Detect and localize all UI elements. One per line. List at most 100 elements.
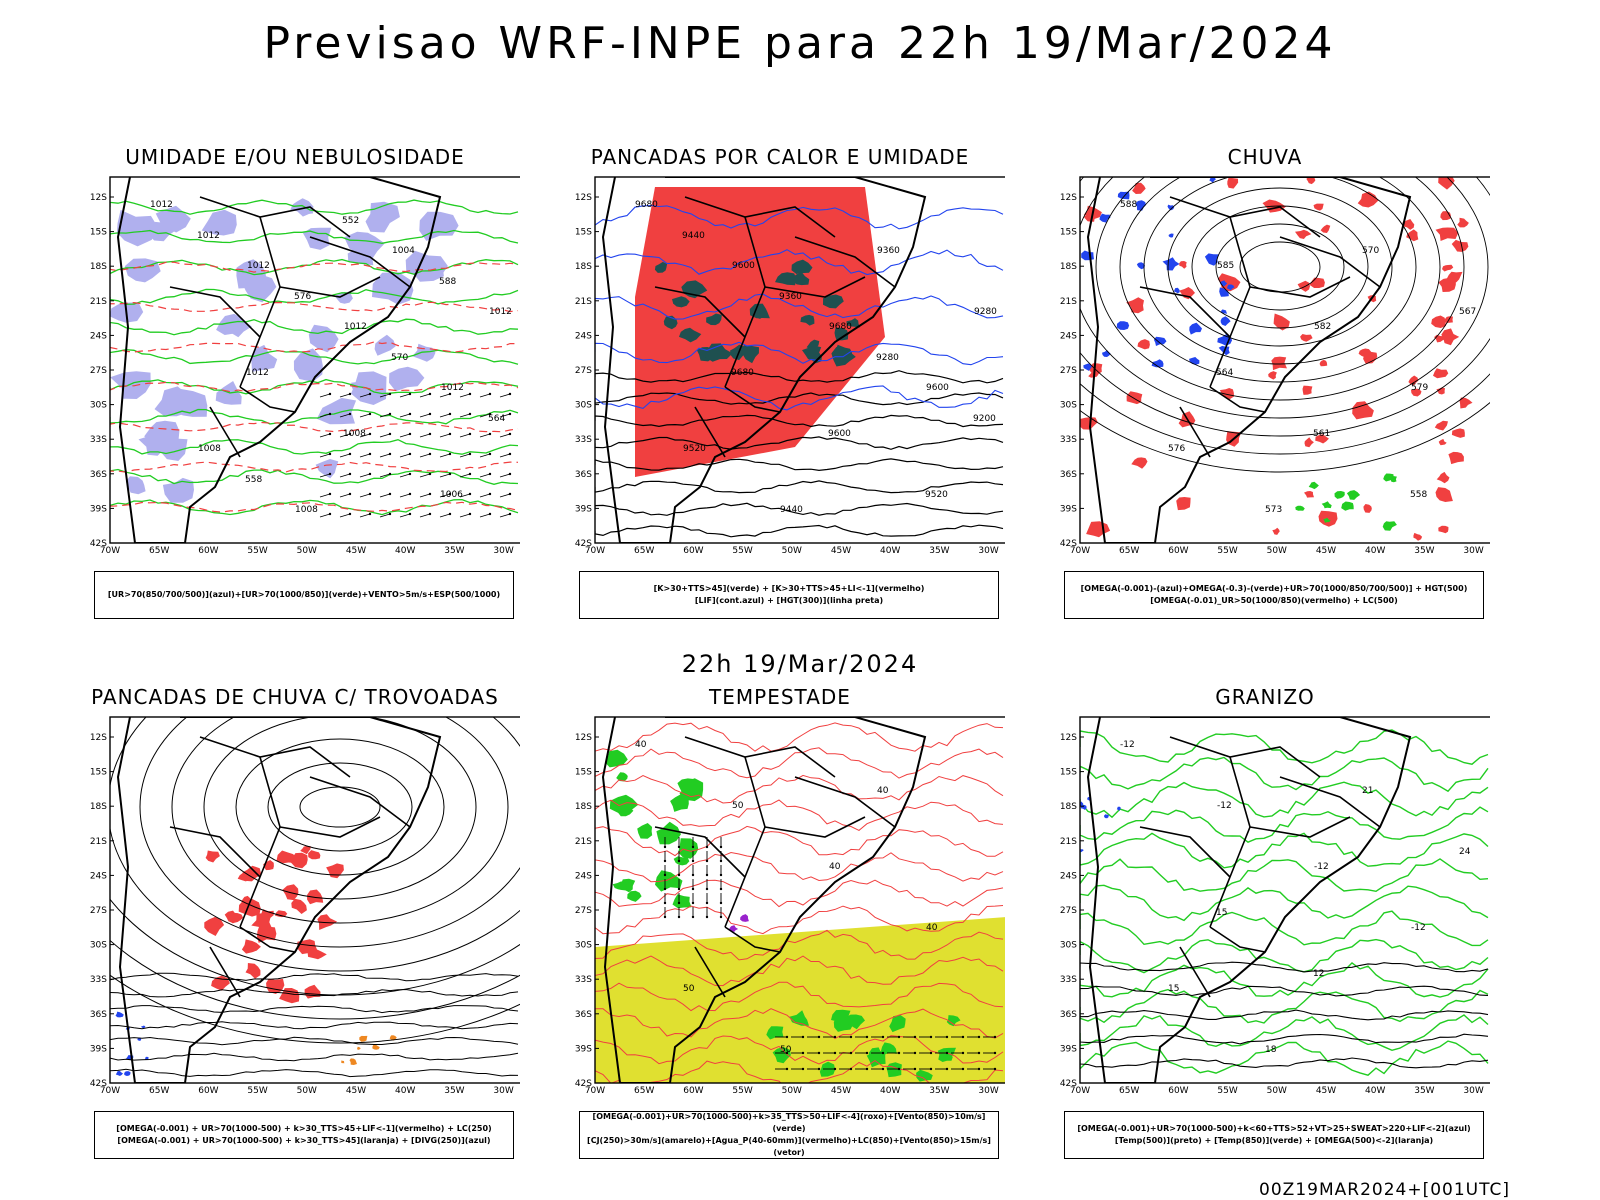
contour-label: 573 (1265, 505, 1282, 515)
state-border (209, 406, 241, 458)
legend-line: [Temp(500)](preto) + [Temp(850)](verde) … (1114, 1136, 1434, 1145)
rain-area (1436, 387, 1445, 395)
strong-omega-area (1383, 473, 1394, 482)
thunderstorm-area (300, 845, 311, 855)
streamline (171, 717, 509, 924)
lat-tick-label: 24S (90, 871, 107, 881)
wind-vector (339, 493, 351, 498)
coastline (116, 177, 442, 543)
contour-label: -12 (1120, 740, 1135, 750)
lat-tick-label: 39S (1060, 504, 1077, 514)
contour-label: 1008 (295, 505, 318, 515)
coastline (1086, 717, 1412, 1083)
state-border (684, 736, 836, 778)
rain-area (1227, 177, 1239, 189)
omega-area (1116, 321, 1130, 330)
rain-area (1411, 388, 1422, 397)
map-frame (594, 176, 1005, 544)
lat-tick-label: 33S (90, 435, 107, 445)
convective-area (846, 318, 860, 328)
streamline (110, 1005, 519, 1014)
contour-label: 582 (1314, 322, 1331, 332)
contour-label: 1012 (246, 368, 269, 378)
strong-wind-area (766, 1026, 784, 1040)
humidity-contour-low (110, 229, 519, 244)
wind-vector-head (993, 1051, 997, 1055)
wind-vector-head (719, 915, 723, 919)
contour-label: 567 (1459, 307, 1476, 317)
lat-tick-label: 39S (575, 1044, 592, 1054)
wind-vector-head (705, 901, 709, 905)
lifted-index-contour (595, 341, 1004, 366)
wind-vector-head (849, 1035, 853, 1039)
lon-tick-label: 55W (1217, 546, 1237, 556)
wind-vector-head (881, 1067, 885, 1071)
wind-vector (459, 453, 471, 458)
wind-vector (399, 473, 411, 478)
omega-area (1219, 287, 1229, 297)
rain-area (1363, 504, 1372, 513)
wind-vector-head (448, 452, 452, 456)
wind-vector-head (945, 1067, 949, 1071)
state-border (694, 406, 726, 458)
wind-vector (359, 413, 371, 418)
wind-vector-head (705, 845, 709, 849)
wind-vector-head (408, 492, 412, 496)
wind-vector-head (408, 412, 412, 416)
thunderstorm-area (307, 889, 324, 905)
strong-wind-area (655, 870, 683, 892)
wind-vector-head (897, 1035, 901, 1039)
wind-vector-head (448, 392, 452, 396)
lat-tick-label: 21S (575, 837, 592, 847)
rain-area (1080, 417, 1098, 430)
strong-omega-area (1321, 501, 1332, 509)
wind-vector-head (663, 873, 667, 877)
state-border (1179, 406, 1211, 458)
wind-vector (319, 433, 331, 438)
wind-vector (419, 433, 431, 438)
lat-tick-label: 12S (90, 193, 107, 203)
legend-line: [OMEGA(-0.001) + UR>70(1000-500) + k>30_… (116, 1124, 492, 1133)
temperature-contour-850 (1080, 988, 1489, 1024)
wind-vector-head (913, 1067, 917, 1071)
lon-tick-label: 35W (444, 1086, 464, 1096)
wind-vector (499, 513, 511, 518)
wind-vector-head (368, 492, 372, 496)
wind-vector (439, 513, 451, 518)
wind-vector-head (865, 1067, 869, 1071)
wind-vector (419, 513, 431, 518)
strong-wind-area (868, 1047, 885, 1063)
humidity-area-mid (344, 231, 385, 263)
lat-tick-label: 39S (90, 1044, 107, 1054)
thunderstorm-area (291, 852, 308, 869)
humidity-area-mid (138, 432, 171, 456)
state-border (1139, 286, 1231, 338)
lat-tick-label: 27S (90, 366, 107, 376)
wind-vector-head (488, 412, 492, 416)
thunderstorm-area (308, 850, 321, 860)
thunderstorm-area (238, 899, 261, 917)
panel-title: TEMPESTADE (709, 685, 851, 709)
lon-tick-label: 30W (978, 1086, 998, 1096)
state-border (724, 756, 766, 928)
state-border (724, 926, 781, 953)
strong-wind-area (880, 1042, 897, 1055)
wind-vector-head (328, 432, 332, 436)
height-contour (1080, 177, 1490, 437)
coastline (1086, 177, 1412, 543)
lat-tick-label: 24S (575, 871, 592, 881)
convective-area (800, 314, 815, 326)
streamline (110, 1068, 519, 1078)
lon-tick-label: 70W (585, 546, 605, 556)
wind-vector-head (833, 1035, 837, 1039)
wind-vector-head (348, 452, 352, 456)
panel-title: UMIDADE E/OU NEBULOSIDADE (125, 145, 465, 169)
wind-vector (479, 513, 491, 518)
wind-vector-head (368, 512, 372, 516)
wind-vector (419, 473, 431, 478)
wind-vector (479, 453, 491, 458)
map-frame (109, 716, 520, 1084)
wind-vector-head (428, 412, 432, 416)
rain-area (1268, 371, 1277, 380)
thunderstorm-area (237, 872, 251, 882)
